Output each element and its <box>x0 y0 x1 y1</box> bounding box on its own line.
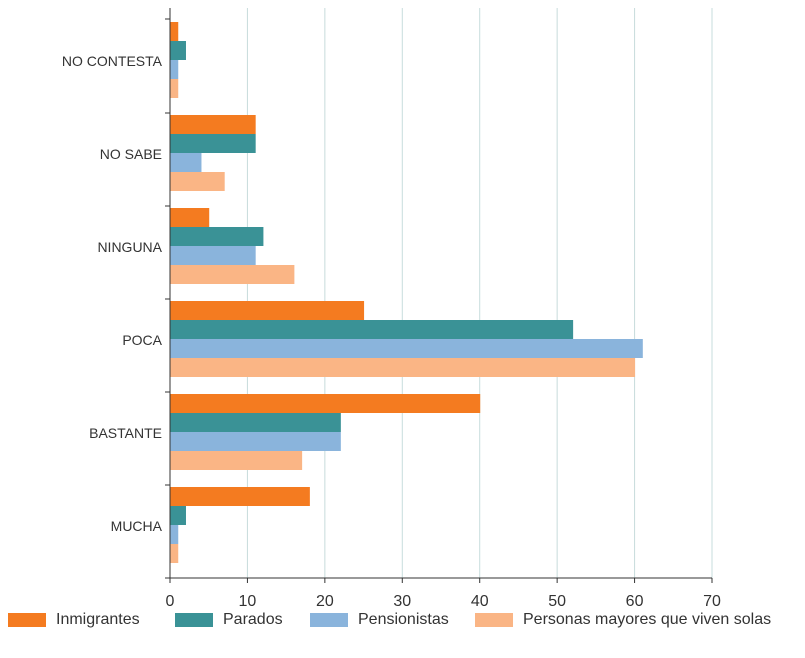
bar-parados <box>170 320 574 339</box>
bar-pensionistas <box>170 246 256 265</box>
bar-parados <box>170 227 264 246</box>
legend-swatch <box>310 613 348 627</box>
x-tick-label: 70 <box>703 593 721 610</box>
bar-inmigrantes <box>170 394 481 413</box>
category-label: MUCHA <box>111 518 163 534</box>
bar-personas-mayores-que-viven-solas <box>170 265 295 284</box>
x-tick-label: 20 <box>316 593 334 610</box>
legend-swatch <box>175 613 213 627</box>
bar-pensionistas <box>170 432 341 451</box>
x-tick-label: 10 <box>239 593 257 610</box>
axes <box>165 8 713 583</box>
x-tick-label: 30 <box>393 593 411 610</box>
bar-personas-mayores-que-viven-solas <box>170 172 225 191</box>
legend-label: Personas mayores que viven solas <box>523 611 772 628</box>
category-labels: NO CONTESTA NO SABE NINGUNA POCA BASTANTE MUC… <box>62 53 163 534</box>
legend-item: Inmigrantes <box>8 608 140 632</box>
bar-inmigrantes <box>170 301 365 320</box>
x-tick-labels: 0 10 20 30 40 50 60 70 <box>166 593 721 610</box>
legend-swatch <box>475 613 513 627</box>
category-label: POCA <box>122 332 162 348</box>
x-tick-label: 50 <box>548 593 566 610</box>
category-label: BASTANTE <box>89 425 162 441</box>
bar-inmigrantes <box>170 22 179 41</box>
legend: Inmigrantes Parados Pensionistas Personas m… <box>0 608 805 632</box>
grid-lines <box>246 8 713 578</box>
bar-inmigrantes <box>170 487 310 506</box>
legend-label: Pensionistas <box>358 611 449 628</box>
bar-pensionistas <box>170 339 643 358</box>
bar-parados <box>170 134 256 153</box>
legend-item: Parados <box>175 608 283 632</box>
legend-label: Inmigrantes <box>56 611 140 628</box>
x-tick-label: 60 <box>626 593 644 610</box>
bar-personas-mayores-que-viven-solas <box>170 451 303 470</box>
bar-personas-mayores-que-viven-solas <box>170 544 179 563</box>
bar-parados <box>170 506 186 525</box>
bars <box>170 22 643 563</box>
legend-swatch <box>8 613 46 627</box>
bar-personas-mayores-que-viven-solas <box>170 79 179 98</box>
category-label: NINGUNA <box>97 239 162 255</box>
bar-inmigrantes <box>170 208 210 227</box>
x-tick-label: 40 <box>471 593 489 610</box>
category-label: NO SABE <box>100 146 162 162</box>
category-label: NO CONTESTA <box>62 53 163 69</box>
bar-parados <box>170 413 341 432</box>
bar-inmigrantes <box>170 115 256 134</box>
bar-pensionistas <box>170 153 202 172</box>
bar-pensionistas <box>170 60 179 79</box>
legend-item: Pensionistas <box>310 608 449 632</box>
x-tick-label: 0 <box>166 593 175 610</box>
bar-personas-mayores-que-viven-solas <box>170 358 636 377</box>
bar-parados <box>170 41 186 60</box>
bar-pensionistas <box>170 525 179 544</box>
legend-item: Personas mayores que viven solas <box>475 608 771 632</box>
legend-label: Parados <box>223 611 283 628</box>
